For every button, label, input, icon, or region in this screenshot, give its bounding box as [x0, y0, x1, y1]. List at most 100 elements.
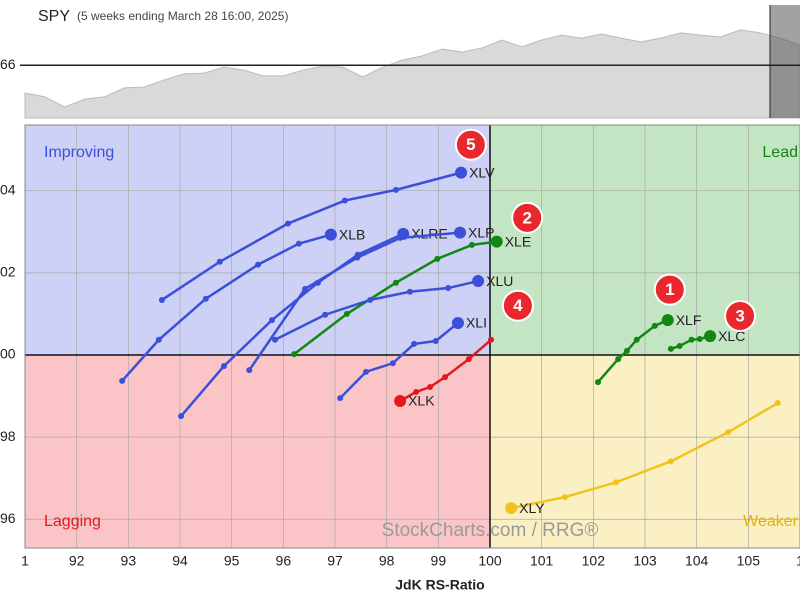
trail-line: [161, 171, 462, 301]
x-tick-label: 96: [276, 553, 292, 569]
x-tick-label: 94: [172, 553, 188, 569]
trail-point: [465, 356, 472, 363]
x-tick-label: 92: [69, 553, 85, 569]
series-label: XLK: [408, 393, 435, 409]
y-tick-label: 00: [0, 346, 16, 362]
trail-point: [411, 340, 418, 347]
badge: [501, 289, 534, 322]
trail-point: [216, 258, 223, 265]
trail-head: [394, 394, 407, 407]
trail-point: [392, 279, 399, 286]
trail-point: [432, 338, 439, 345]
trail-head: [490, 235, 503, 248]
trail-line: [510, 401, 779, 510]
badge-number: 2: [522, 208, 531, 227]
x-tick-label: 105: [737, 553, 761, 569]
series-label: XLV: [469, 164, 495, 180]
x-tick-label: 101: [530, 553, 554, 569]
x-tick-label: 100: [478, 553, 502, 569]
trail-point: [725, 429, 732, 436]
badge: [454, 128, 487, 161]
trail-point: [255, 261, 262, 268]
trail-point: [688, 336, 695, 343]
x-tick-label: 95: [224, 553, 240, 569]
x-axis-title: JdK RS-Ratio: [395, 577, 484, 593]
badge-number: 4: [513, 296, 523, 315]
x-tick-label: 1: [21, 553, 29, 569]
trail-head: [324, 228, 337, 241]
trail-point: [676, 342, 683, 349]
trail-point: [354, 254, 361, 261]
trail-line: [293, 240, 497, 356]
trail-point: [268, 317, 275, 324]
trail-point: [615, 356, 622, 363]
trail-point: [667, 345, 674, 352]
trail-line: [399, 338, 492, 403]
y-tick-label: 96: [0, 510, 16, 526]
trail-point: [667, 458, 674, 465]
trail-head: [454, 226, 467, 239]
trail-point: [343, 310, 350, 317]
trail-point: [651, 322, 658, 329]
x-tick-label: 93: [121, 553, 137, 569]
trail-point: [594, 379, 601, 386]
trail-head: [455, 166, 468, 179]
trail-point: [284, 220, 291, 227]
series-label: XLRE: [411, 226, 448, 242]
trail-point: [220, 363, 227, 370]
trail-point: [178, 413, 185, 420]
quadrant-label: Lagging: [44, 513, 101, 530]
trail-point: [434, 255, 441, 262]
series-label: XLF: [676, 312, 702, 328]
trail-point: [427, 384, 434, 391]
trail-point: [341, 197, 348, 204]
trail-point: [445, 285, 452, 292]
trail-point: [389, 360, 396, 367]
watermark: StockCharts.com / RRG®: [382, 520, 599, 541]
trail-point: [623, 347, 630, 354]
series-label: XLP: [468, 224, 494, 240]
trail-point: [392, 186, 399, 193]
trail-point: [119, 377, 126, 384]
trail-point: [696, 335, 703, 342]
trail-line: [274, 279, 479, 341]
x-tick-label: 103: [633, 553, 657, 569]
series-label: XLY: [519, 500, 545, 516]
x-tick-label: 98: [379, 553, 395, 569]
badge-number: 5: [466, 135, 475, 154]
x-tick-label: 99: [431, 553, 447, 569]
x-tick-label: 104: [685, 553, 709, 569]
series-label: XLE: [505, 233, 531, 249]
trail-point: [468, 241, 475, 248]
y-tick-label: 98: [0, 428, 16, 444]
spy-area: [24, 29, 800, 119]
badge-number: 1: [665, 280, 674, 299]
trail-point: [442, 374, 449, 381]
trail-point: [291, 351, 298, 358]
badge-number: 3: [735, 306, 744, 325]
badge: [511, 201, 544, 234]
x-tick-label: 1: [796, 553, 800, 569]
y-tick-label: 04: [0, 181, 16, 197]
trail-head: [505, 502, 518, 515]
trail-point: [561, 494, 568, 501]
badge: [653, 273, 686, 306]
quadrant-label: Improving: [44, 144, 114, 161]
y-tick-label: 02: [0, 264, 16, 280]
trail-point: [774, 400, 781, 407]
rrg-panel: 1929394959697989910010110210310410519698…: [0, 124, 800, 593]
trail-point: [367, 296, 374, 303]
quadrant-lagging: [25, 354, 490, 548]
chart-title: SPY: [38, 8, 70, 25]
trail-line: [339, 321, 459, 399]
trail-point: [202, 295, 209, 302]
trail-point: [155, 336, 162, 343]
plot-frame: [24, 124, 800, 549]
series-label: XLU: [486, 273, 513, 289]
trail-point: [337, 395, 344, 402]
trail-head: [472, 275, 485, 288]
trail-point: [613, 479, 620, 486]
trail-point: [272, 336, 279, 343]
trail-head: [661, 314, 674, 327]
